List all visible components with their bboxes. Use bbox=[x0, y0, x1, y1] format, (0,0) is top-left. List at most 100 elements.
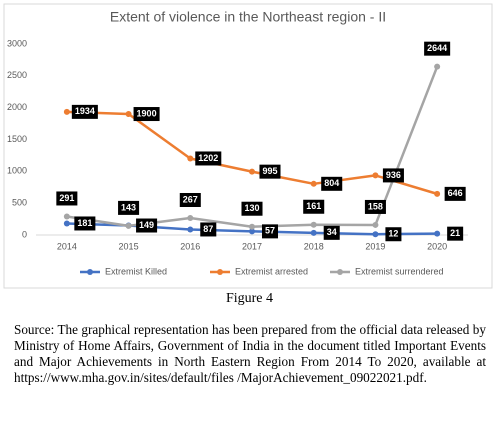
data-label: 995 bbox=[259, 164, 281, 179]
data-label: 87 bbox=[200, 222, 217, 237]
data-label-box bbox=[118, 200, 140, 215]
chart-border bbox=[3, 3, 493, 289]
data-label: 21 bbox=[447, 226, 464, 241]
data-point bbox=[372, 221, 379, 228]
data-label-box bbox=[241, 201, 263, 216]
data-label-text: 161 bbox=[306, 201, 321, 211]
data-label-box bbox=[321, 176, 343, 191]
data-point bbox=[310, 229, 317, 236]
data-label: 34 bbox=[323, 225, 340, 240]
data-label: 158 bbox=[364, 199, 386, 214]
y-tick-label: 3000 bbox=[7, 38, 27, 48]
y-tick-label: 2000 bbox=[7, 102, 27, 112]
data-label: 57 bbox=[261, 224, 279, 239]
data-point bbox=[310, 221, 317, 228]
data-label-box bbox=[195, 151, 222, 166]
data-label-text: 2644 bbox=[427, 43, 447, 53]
data-label-text: 57 bbox=[265, 226, 275, 236]
data-label-box bbox=[74, 216, 96, 231]
data-label-box bbox=[56, 191, 78, 206]
data-label: 291 bbox=[56, 191, 78, 206]
data-label: 1900 bbox=[133, 107, 160, 122]
data-point bbox=[249, 228, 255, 235]
data-label-text: 130 bbox=[244, 203, 259, 213]
legend-label: Extremist arrested bbox=[235, 266, 308, 276]
data-label-box bbox=[447, 226, 464, 241]
x-tick-label: 2015 bbox=[119, 241, 139, 251]
y-tick-label: 500 bbox=[12, 198, 27, 208]
data-label-text: 1900 bbox=[137, 108, 157, 118]
data-label: 2644 bbox=[424, 41, 451, 56]
data-label-box bbox=[424, 41, 451, 56]
data-point bbox=[63, 213, 70, 220]
x-tick-label: 2018 bbox=[304, 241, 324, 251]
data-point bbox=[187, 215, 194, 222]
data-label-text: 12 bbox=[388, 229, 398, 239]
data-label-text: 1934 bbox=[75, 106, 95, 116]
data-label-box bbox=[382, 168, 404, 183]
data-point bbox=[125, 111, 132, 118]
data-label-box bbox=[444, 186, 466, 201]
data-label-text: 143 bbox=[121, 202, 136, 212]
data-label-text: 158 bbox=[368, 201, 383, 211]
chart: Extent of violence in the Northeast regi… bbox=[3, 3, 493, 289]
data-point bbox=[434, 230, 441, 237]
legend-marker bbox=[337, 269, 343, 275]
data-label: 804 bbox=[321, 176, 343, 191]
y-tick-label: 0 bbox=[22, 229, 27, 239]
data-label-text: 149 bbox=[139, 220, 154, 230]
data-label-text: 804 bbox=[324, 178, 339, 188]
data-point bbox=[249, 168, 255, 175]
legend-marker bbox=[217, 269, 223, 275]
data-point bbox=[187, 226, 194, 233]
data-label-text: 1202 bbox=[198, 153, 218, 163]
data-label-box bbox=[179, 193, 201, 208]
chart-title: Extent of violence in the Northeast regi… bbox=[110, 9, 386, 25]
data-label-text: 995 bbox=[262, 166, 277, 176]
data-label: 143 bbox=[118, 200, 140, 215]
data-label-box bbox=[133, 107, 160, 122]
x-tick-label: 2019 bbox=[365, 241, 385, 251]
data-label-text: 21 bbox=[450, 228, 460, 238]
data-label-box bbox=[364, 199, 386, 214]
data-label-text: 291 bbox=[59, 193, 74, 203]
data-label-text: 34 bbox=[327, 227, 337, 237]
data-label-box bbox=[385, 227, 402, 242]
data-point bbox=[372, 172, 379, 179]
data-label: 130 bbox=[241, 201, 263, 216]
x-tick-label: 2014 bbox=[57, 241, 77, 251]
x-tick-label: 2016 bbox=[180, 241, 200, 251]
data-point bbox=[249, 223, 255, 230]
data-label: 1934 bbox=[71, 104, 98, 119]
figure-caption: Figure 4 bbox=[225, 291, 274, 306]
legend-label: Extremist Killed bbox=[105, 266, 167, 276]
legend-marker bbox=[87, 269, 93, 275]
legend-label: Extremist surrendered bbox=[355, 266, 444, 276]
data-label-box bbox=[71, 104, 98, 119]
data-label-text: 646 bbox=[448, 188, 463, 198]
data-label-box bbox=[259, 164, 281, 179]
source-note: Source: The graphical representation has… bbox=[14, 322, 486, 385]
data-label: 936 bbox=[382, 168, 404, 183]
data-label-text: 181 bbox=[77, 218, 92, 228]
data-label-text: 936 bbox=[386, 170, 401, 180]
data-label-box bbox=[136, 218, 158, 233]
data-label-box bbox=[323, 225, 340, 240]
data-label: 12 bbox=[385, 227, 402, 242]
x-tick-label: 2017 bbox=[242, 241, 262, 251]
data-label: 267 bbox=[179, 193, 201, 208]
data-label-box bbox=[200, 222, 217, 237]
data-label-text: 267 bbox=[183, 194, 198, 204]
data-point bbox=[63, 220, 70, 227]
data-point bbox=[187, 155, 194, 162]
y-tick-label: 2500 bbox=[7, 70, 27, 80]
data-point bbox=[434, 190, 441, 197]
data-label: 1202 bbox=[195, 151, 222, 166]
y-tick-label: 1000 bbox=[7, 166, 27, 176]
x-tick-label: 2020 bbox=[427, 241, 447, 251]
data-point bbox=[310, 180, 317, 187]
data-label-box bbox=[261, 224, 279, 239]
data-point bbox=[434, 63, 441, 70]
data-label-text: 87 bbox=[203, 224, 213, 234]
